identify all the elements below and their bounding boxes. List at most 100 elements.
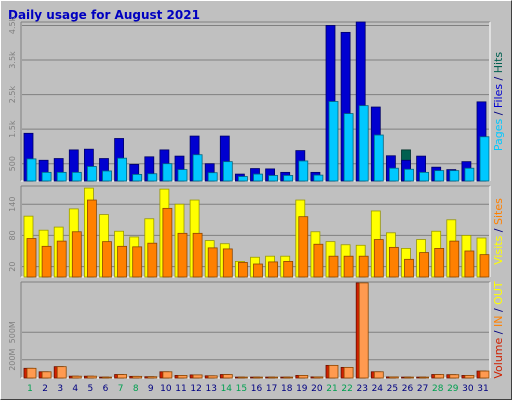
bar-pages — [464, 167, 475, 182]
x-tick-label: 23 — [356, 384, 367, 394]
y-tick-label: 4.5k — [8, 16, 17, 34]
bar-in — [162, 371, 173, 379]
bar-pages — [373, 134, 384, 182]
bar-sites — [102, 241, 112, 278]
plot-area — [21, 22, 490, 181]
bar-in — [313, 376, 324, 379]
y-tick-label: 1.5k — [8, 120, 17, 138]
bar-in — [388, 376, 399, 379]
legend-entry: Pages — [492, 119, 505, 152]
bar-sites — [26, 238, 37, 278]
legend-entry: / — [492, 73, 505, 84]
bar-pages — [237, 176, 248, 182]
bar-sites — [56, 240, 67, 278]
bar-pages — [419, 171, 430, 182]
bar-in — [56, 366, 67, 379]
bar-pages — [192, 154, 203, 182]
bar-sites — [207, 247, 218, 278]
bar-sites — [283, 260, 294, 278]
bar-pages — [71, 171, 82, 182]
x-tick-label: 30 — [462, 384, 474, 394]
bar-in — [132, 375, 143, 379]
x-tick-label: 2 — [42, 384, 48, 394]
x-tick-label: 13 — [205, 384, 216, 394]
bar-in — [71, 375, 82, 379]
legend: Pages / Files / Hits — [492, 52, 505, 152]
legend-entry: IN — [492, 316, 505, 327]
bar-pages — [132, 174, 143, 182]
x-tick-label: 21 — [326, 384, 337, 394]
legend-entry: / — [492, 108, 505, 119]
x-tick-label: 11 — [175, 384, 186, 394]
bar-pages — [313, 174, 324, 182]
bar-in — [87, 375, 97, 379]
x-tick-label: 15 — [236, 384, 247, 394]
y-tick-label: 140 — [8, 197, 17, 212]
bar-pages — [56, 171, 67, 182]
bar-sites — [71, 231, 82, 278]
bar-in — [358, 282, 369, 379]
x-tick-label: 12 — [190, 384, 201, 394]
legend: Visits / Sites — [492, 198, 505, 265]
bar-pages — [404, 168, 414, 182]
bar-sites — [358, 255, 369, 278]
bar-sites — [162, 207, 173, 278]
bar-in — [117, 374, 127, 379]
bar-pages — [26, 158, 37, 182]
y-tick-label: 2.5k — [8, 86, 17, 104]
bar-pages — [207, 172, 218, 182]
bar-sites — [404, 258, 414, 278]
bar-pages — [449, 170, 460, 182]
bar-in — [222, 374, 233, 379]
legend-entry: Files — [492, 84, 505, 108]
x-tick-label: 31 — [477, 384, 488, 394]
bar-in — [434, 374, 445, 379]
x-tick-label: 18 — [281, 384, 293, 394]
bar-sites — [434, 247, 445, 278]
bar-sites — [87, 199, 97, 278]
bar-sites — [132, 246, 143, 278]
bar-pages — [177, 169, 188, 182]
bar-in — [373, 371, 384, 379]
x-tick-label: 27 — [417, 384, 428, 394]
bar-sites — [177, 232, 188, 278]
legend-entry: / — [492, 305, 505, 316]
bar-sites — [222, 248, 233, 278]
x-tick-label: 22 — [341, 384, 352, 394]
x-tick-label: 9 — [148, 384, 154, 394]
bar-sites — [253, 263, 263, 278]
bar-pages — [479, 136, 490, 182]
bar-in — [298, 375, 309, 379]
bar-in — [419, 376, 430, 379]
bar-pages — [147, 173, 158, 182]
bar-in — [147, 376, 158, 379]
x-tick-label: 24 — [372, 384, 384, 394]
bar-in — [328, 364, 339, 379]
x-tick-label: 29 — [447, 384, 459, 394]
x-tick-label: 5 — [88, 384, 94, 394]
bar-sites — [449, 240, 460, 278]
x-tick-label: 8 — [133, 384, 139, 394]
bar-sites — [117, 245, 127, 278]
x-tick-label: 7 — [118, 384, 124, 394]
legend-entry: / — [492, 327, 505, 338]
bar-pages — [253, 173, 263, 182]
x-tick-label: 1 — [27, 384, 33, 394]
y-tick-label: 500M — [8, 321, 17, 343]
bar-pages — [162, 163, 173, 182]
bar-pages — [283, 175, 294, 182]
y-tick-label: 80 — [8, 230, 17, 240]
bar-sites — [313, 243, 324, 278]
x-tick-label: 6 — [103, 384, 109, 394]
x-tick-label: 3 — [57, 384, 63, 394]
bar-pages — [328, 101, 339, 182]
legend-entry: / — [492, 225, 505, 236]
legend-entry: Hits — [492, 52, 505, 74]
bar-sites — [237, 262, 248, 278]
bar-sites — [343, 255, 354, 278]
y-tick-label: 20 — [8, 262, 17, 272]
legend-entry: Visits — [492, 235, 505, 264]
legend-entry: Volume — [492, 337, 505, 378]
bar-sites — [192, 232, 203, 278]
bar-sites — [147, 242, 158, 278]
